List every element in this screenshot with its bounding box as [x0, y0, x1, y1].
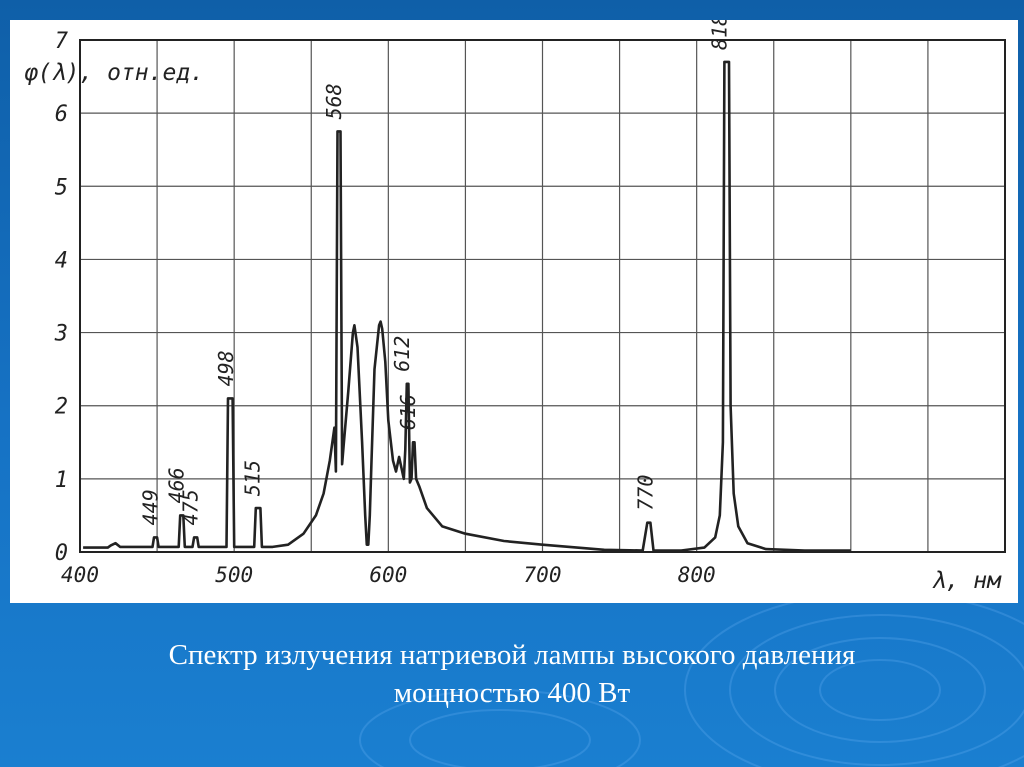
- peak-label: 515: [240, 460, 264, 496]
- peak-label: 568: [322, 83, 346, 119]
- spectrum-chart-panel: 0 1 2 3 4 5 6 7 400 500 600 700 800 φ(λ), отн.ед. λ, н…: [10, 20, 1018, 603]
- x-axis-label: λ, нм: [932, 568, 1002, 594]
- y-tick-label: 4: [55, 248, 68, 273]
- y-tick-label: 0: [55, 541, 68, 566]
- peak-label: 466: [165, 467, 189, 503]
- peak-label: 770: [633, 475, 657, 511]
- y-tick-label: 6: [55, 102, 68, 127]
- spectrum-series-line: [83, 60, 851, 552]
- y-tick-label: 2: [55, 395, 68, 420]
- x-tick-label: 700: [524, 563, 562, 587]
- x-tick-label: 400: [61, 563, 99, 587]
- spectrum-chart: 0 1 2 3 4 5 6 7 400 500 600 700 800 φ(λ), отн.ед. λ, н…: [24, 20, 1006, 594]
- plot-frame: [79, 39, 1006, 553]
- y-tick-label: 1: [55, 468, 68, 493]
- x-tick-label: 600: [369, 563, 407, 587]
- peak-label: 818: [707, 20, 731, 50]
- x-tick-label: 500: [215, 563, 253, 587]
- slide-caption: Спектр излучения натриевой лампы высоког…: [0, 636, 1024, 712]
- peak-label: 498: [214, 350, 238, 386]
- y-tick-label: 7: [55, 29, 69, 54]
- peak-label: 449: [139, 489, 163, 525]
- x-tick-label: 800: [678, 563, 716, 587]
- peak-label: 475: [179, 489, 203, 525]
- peak-label: 616: [396, 394, 420, 430]
- caption-line-2: мощностью 400 Вт: [393, 677, 631, 709]
- y-tick-label: 5: [55, 175, 68, 200]
- y-tick-label: 3: [54, 322, 68, 347]
- peak-label: 612: [390, 336, 414, 372]
- y-axis-label: φ(λ), отн.ед.: [24, 60, 204, 86]
- caption-line-1: Спектр излучения натриевой лампы высоког…: [168, 639, 856, 671]
